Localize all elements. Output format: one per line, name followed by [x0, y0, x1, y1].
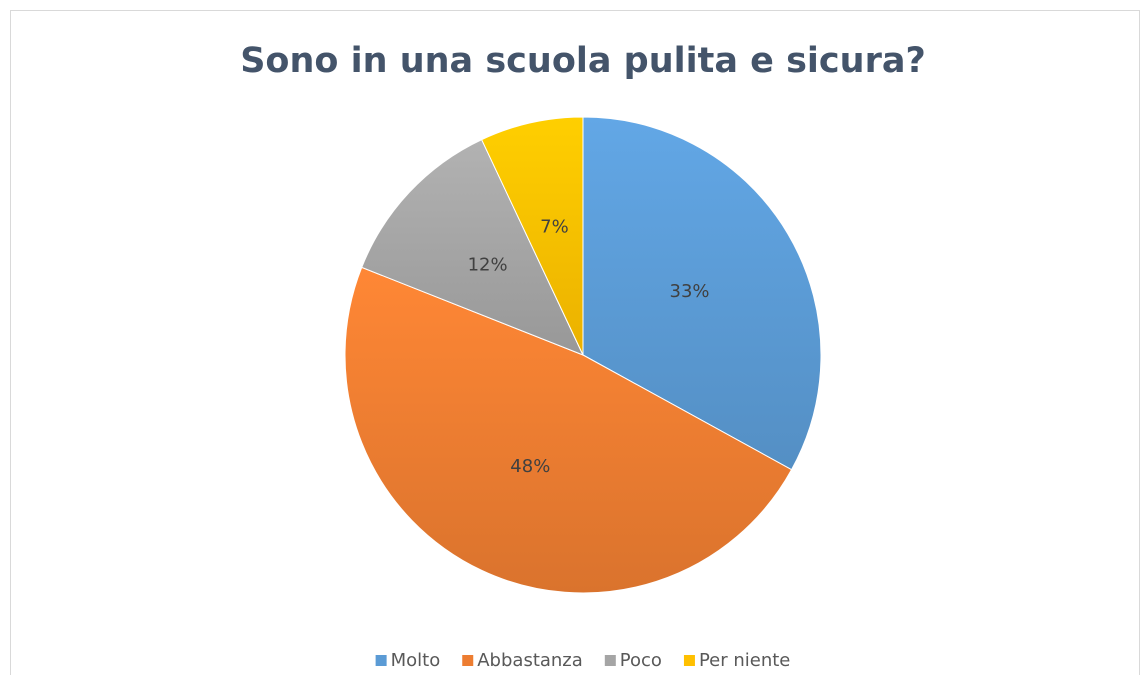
- chart-title: Sono in una scuola pulita e sicura?: [240, 41, 926, 81]
- legend-swatch: [462, 655, 474, 666]
- legend-swatch: [375, 655, 387, 666]
- pie-slice: [582, 116, 822, 471]
- legend-swatch: [604, 655, 616, 666]
- data-label: 12%: [468, 254, 508, 275]
- legend-label: Molto: [391, 650, 441, 671]
- legend-label: Per niente: [699, 650, 790, 671]
- data-label: 33%: [670, 281, 710, 302]
- data-label: 7%: [540, 216, 569, 237]
- legend-label: Abbastanza: [477, 650, 583, 671]
- data-label: 48%: [510, 456, 550, 477]
- legend: Molto Abbastanza Poco Per niente: [375, 650, 790, 671]
- pie-slice: [480, 116, 584, 356]
- legend-swatch: [683, 655, 695, 666]
- legend-label: Poco: [620, 650, 662, 671]
- pie-slice: [344, 266, 793, 594]
- pie-slice: [361, 138, 584, 356]
